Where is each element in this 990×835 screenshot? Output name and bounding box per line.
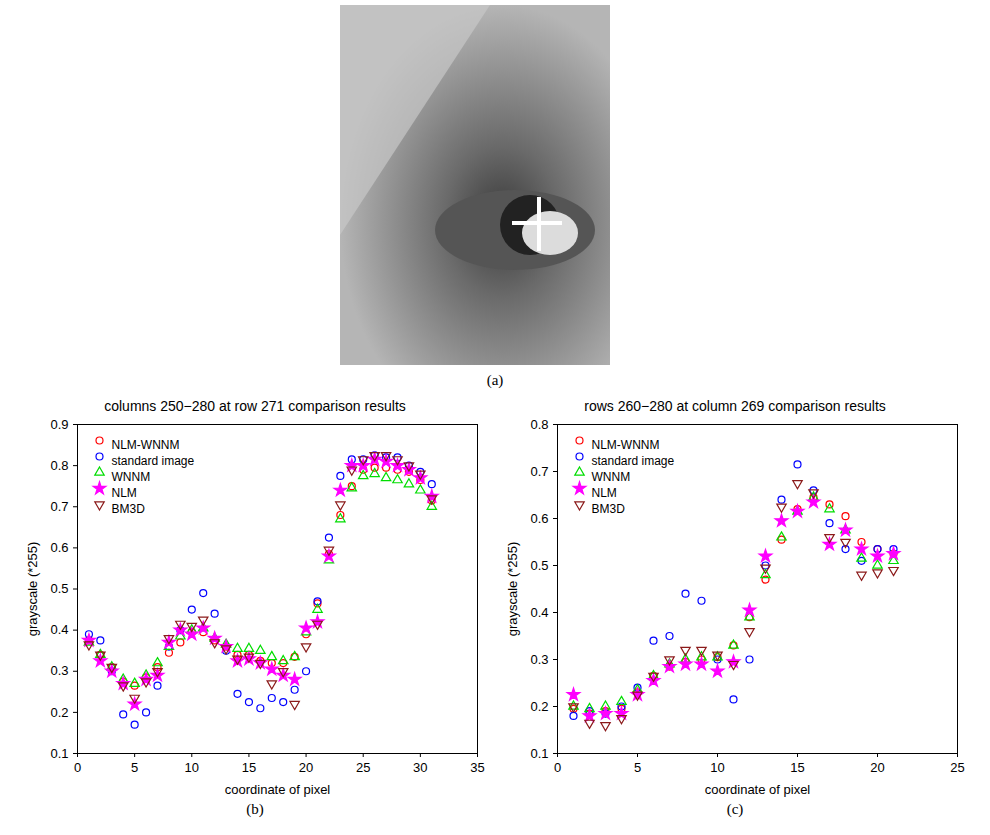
svg-text:25: 25: [950, 760, 964, 775]
svg-text:NLM-WNNM: NLM-WNNM: [112, 438, 180, 452]
svg-text:35: 35: [470, 760, 484, 775]
svg-text:5: 5: [131, 760, 138, 775]
svg-text:15: 15: [242, 760, 256, 775]
html-text:(c): (c): [726, 801, 744, 817]
svg-text:WNNM: WNNM: [592, 470, 631, 484]
svg-text:0.8: 0.8: [50, 458, 68, 473]
svg-text:25: 25: [356, 760, 370, 775]
svg-text:grayscale (*255): grayscale (*255): [505, 542, 520, 637]
svg-text:coordinate of pixel: coordinate of pixel: [705, 782, 811, 797]
svg-text:10: 10: [710, 760, 724, 775]
svg-text:15: 15: [790, 760, 804, 775]
svg-text:coordinate of pixel: coordinate of pixel: [225, 782, 331, 797]
html-text:columns 250−280 at row 271 com: columns 250−280 at row 271 comparison re…: [104, 398, 406, 414]
svg-text:0: 0: [74, 760, 81, 775]
svg-text:30: 30: [413, 760, 427, 775]
svg-text:0.8: 0.8: [530, 417, 548, 432]
svg-text:0.4: 0.4: [50, 622, 68, 637]
svg-text:0.7: 0.7: [50, 499, 68, 514]
svg-text:20: 20: [870, 760, 884, 775]
svg-text:grayscale (*255): grayscale (*255): [25, 542, 40, 637]
html-text:(a): (a): [486, 372, 504, 388]
svg-text:0.4: 0.4: [530, 605, 548, 620]
svg-text:0.6: 0.6: [530, 511, 548, 526]
svg-text:standard image: standard image: [112, 454, 195, 468]
svg-text:0.6: 0.6: [50, 540, 68, 555]
svg-text:NLM: NLM: [592, 486, 617, 500]
svg-text:10: 10: [185, 760, 199, 775]
svg-text:BM3D: BM3D: [592, 502, 626, 516]
svg-text:0.5: 0.5: [50, 581, 68, 596]
svg-text:NLM-WNNM: NLM-WNNM: [592, 438, 660, 452]
html-text:rows 260−280 at column 269 com: rows 260−280 at column 269 comparison re…: [584, 398, 886, 414]
svg-text:0.2: 0.2: [530, 699, 548, 714]
svg-text:standard image: standard image: [592, 454, 675, 468]
svg-text:BM3D: BM3D: [112, 502, 146, 516]
svg-text:0.7: 0.7: [530, 464, 548, 479]
svg-text:0.3: 0.3: [50, 663, 68, 678]
svg-text:0.3: 0.3: [530, 652, 548, 667]
svg-text:0: 0: [554, 760, 561, 775]
svg-text:0.5: 0.5: [530, 558, 548, 573]
svg-text:5: 5: [634, 760, 641, 775]
svg-text:0.1: 0.1: [50, 746, 68, 761]
svg-text:0.9: 0.9: [50, 417, 68, 432]
svg-text:NLM: NLM: [112, 486, 137, 500]
svg-text:0.2: 0.2: [50, 705, 68, 720]
html-text:(b): (b): [246, 801, 264, 817]
svg-text:WNNM: WNNM: [112, 470, 151, 484]
svg-text:20: 20: [299, 760, 313, 775]
svg-text:0.1: 0.1: [530, 746, 548, 761]
